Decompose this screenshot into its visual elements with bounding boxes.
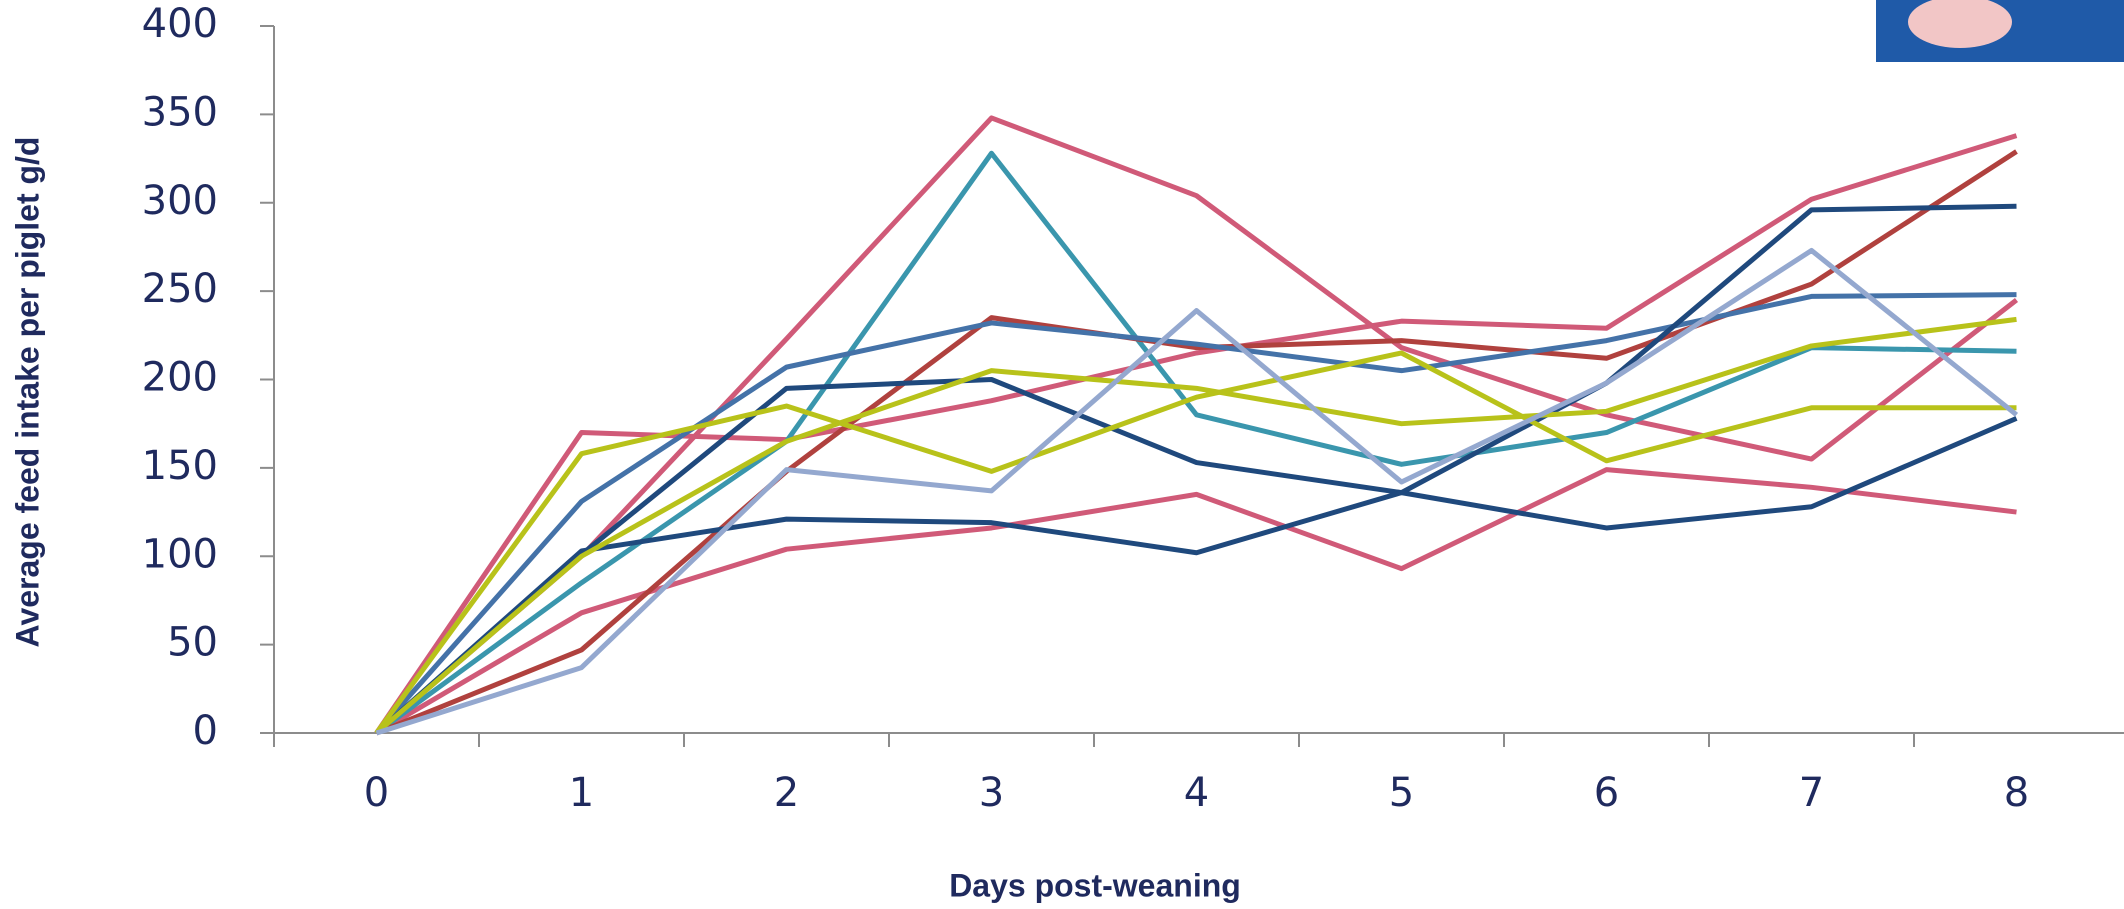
- series-line: [377, 418, 2017, 733]
- x-tick-label: 1: [569, 770, 594, 816]
- y-tick-label: 300: [142, 178, 218, 224]
- x-tick-label: 6: [1594, 770, 1619, 816]
- y-tick-label: 250: [142, 266, 218, 312]
- x-tick-label: 7: [1799, 770, 1824, 816]
- y-tick-label: 100: [142, 531, 218, 577]
- series-line: [377, 206, 2017, 733]
- x-tick-label: 3: [979, 770, 1004, 816]
- x-tick-label: 0: [364, 770, 389, 816]
- y-tick-label: 50: [167, 620, 218, 666]
- x-tick-label: 8: [2004, 770, 2029, 816]
- y-tick-label: 400: [142, 1, 218, 47]
- x-tick-label: 5: [1389, 770, 1414, 816]
- y-tick-label: 200: [142, 355, 218, 401]
- series-line: [377, 118, 2017, 733]
- series-line: [377, 250, 2017, 733]
- x-tick-label: 4: [1184, 770, 1209, 816]
- y-tick-label: 350: [142, 89, 218, 135]
- series-line: [377, 319, 2017, 733]
- chart: Days post-weaning Average feed intake pe…: [0, 0, 2124, 909]
- y-axis-title: Average feed intake per piglet g/d: [9, 137, 45, 648]
- y-tick-label: 150: [142, 443, 218, 489]
- piglet-photo: [1876, 0, 2124, 62]
- series-line: [377, 136, 2017, 733]
- y-tick-label: 0: [193, 708, 218, 754]
- x-axis-title: Days post-weaning: [949, 867, 1241, 903]
- x-tick-label: 2: [774, 770, 799, 816]
